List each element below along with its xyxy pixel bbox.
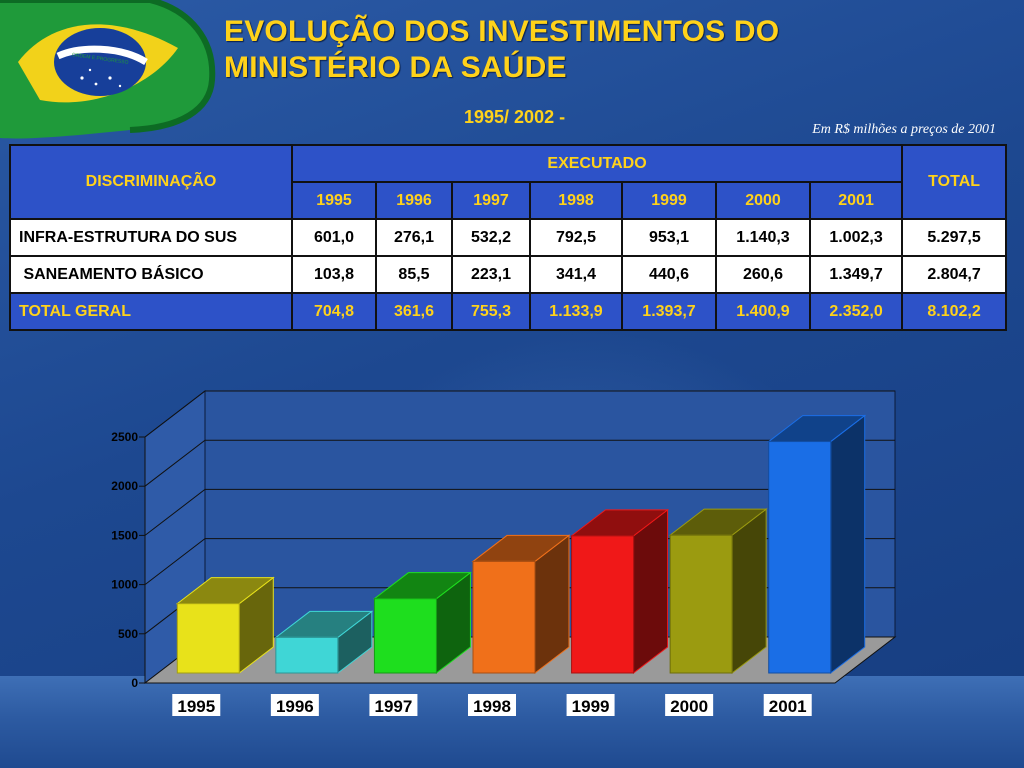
header-year: 1999 xyxy=(621,181,717,220)
bar xyxy=(669,534,733,674)
cell-value: 260,6 xyxy=(715,255,811,294)
table-row: SANEAMENTO BÁSICO 103,8 85,5 223,1 341,4… xyxy=(9,255,1008,294)
cell-value: 440,6 xyxy=(621,255,717,294)
cell-value: 1.393,7 xyxy=(621,292,717,331)
cell-value: 103,8 xyxy=(291,255,377,294)
cell-value: 2.352,0 xyxy=(808,292,904,331)
table-row: INFRA-ESTRUTURA DO SUS 601,0 276,1 532,2… xyxy=(9,218,1008,257)
cell-value: 276,1 xyxy=(375,218,453,257)
bottom-banner xyxy=(0,676,1024,768)
x-label-box xyxy=(270,694,319,716)
x-tick-label: 1999 xyxy=(572,697,610,716)
x-tick-label: 2000 xyxy=(670,697,708,716)
gridline xyxy=(144,488,895,536)
cell-value: 1.140,3 xyxy=(715,218,811,257)
bar xyxy=(472,560,536,674)
cell-value: 361,6 xyxy=(375,292,453,331)
title-line-1: EVOLUÇÃO DOS INVESTIMENTOS DO xyxy=(224,15,780,48)
row-label: SANEAMENTO BÁSICO xyxy=(9,255,293,294)
period-subtitle: 1995/ 2002 - xyxy=(464,107,566,127)
header-year: 1996 xyxy=(375,181,453,220)
cell-value: 1.400,9 xyxy=(715,292,811,331)
bar xyxy=(275,636,339,674)
cell-value: 755,3 xyxy=(451,292,531,331)
table-row-total: TOTAL GERAL 704,8 361,6 755,3 1.133,9 1.… xyxy=(9,292,1008,331)
title-line-2: MINISTÉRIO DA SAÚDE xyxy=(224,51,567,84)
brazil-flag-icon: ORDEM E PROGRESSO xyxy=(0,0,216,139)
cell-value: 704,8 xyxy=(291,292,377,331)
y-tick-label: 1000 xyxy=(111,578,138,592)
bar xyxy=(373,598,437,674)
cell-value: 85,5 xyxy=(375,255,453,294)
bar xyxy=(176,603,240,674)
x-label-box xyxy=(468,694,516,716)
header-year: 1998 xyxy=(529,181,623,220)
cell-value: 792,5 xyxy=(529,218,623,257)
row-label: TOTAL GERAL xyxy=(9,292,293,331)
x-tick-label: 1995 xyxy=(177,697,215,716)
header-year: 2001 xyxy=(808,181,904,220)
cell-value: 532,2 xyxy=(451,218,531,257)
header-year: 2000 xyxy=(715,181,811,220)
bar xyxy=(571,535,635,674)
cell-value: 601,0 xyxy=(291,218,377,257)
bar-side xyxy=(830,414,866,675)
cell-value: 223,1 xyxy=(451,255,531,294)
unit-note: Em R$ milhões a preços de 2001 xyxy=(812,122,996,137)
x-label-box xyxy=(172,694,221,716)
bar-side xyxy=(633,508,669,675)
header-executado: EXECUTADO xyxy=(290,144,904,183)
cell-value: 341,4 xyxy=(529,255,623,294)
y-tick-label: 1500 xyxy=(111,528,138,542)
x-label-box xyxy=(369,694,418,716)
x-tick-label: 1996 xyxy=(276,697,314,716)
x-label-box xyxy=(665,694,714,716)
page-title: EVOLUÇÃO DOS INVESTIMENTOS DO MINISTÉRIO… xyxy=(224,14,779,86)
header-total: TOTAL xyxy=(901,144,1008,220)
gridline xyxy=(144,390,895,438)
x-tick-label: 2001 xyxy=(769,697,807,716)
x-label-box xyxy=(763,694,812,716)
x-tick-label: 1998 xyxy=(473,697,511,716)
cell-value: 953,1 xyxy=(621,218,717,257)
header-year: 1997 xyxy=(451,181,531,220)
y-tick-label: 2000 xyxy=(111,479,138,493)
cell-value: 1.133,9 xyxy=(529,292,623,331)
header-year: 1995 xyxy=(291,181,377,220)
cell-value: 1.349,7 xyxy=(808,255,904,294)
x-tick-label: 1997 xyxy=(375,697,413,716)
header-discriminacao: DISCRIMINAÇÃO xyxy=(9,144,293,220)
gridline xyxy=(144,439,895,487)
y-tick-label: 0 xyxy=(131,676,138,690)
cell-total: 5.297,5 xyxy=(901,218,1008,257)
x-label-box xyxy=(566,694,615,716)
y-tick-label: 500 xyxy=(118,627,138,641)
cell-total: 8.102,2 xyxy=(901,292,1008,331)
bar-side xyxy=(731,508,767,675)
investment-table: DISCRIMINAÇÃO EXECUTADO TOTAL 1995 1996 … xyxy=(9,144,1008,331)
y-tick-label: 2500 xyxy=(111,430,138,444)
row-label: INFRA-ESTRUTURA DO SUS xyxy=(9,218,293,257)
cell-value: 1.002,3 xyxy=(808,218,904,257)
cell-total: 2.804,7 xyxy=(901,255,1008,294)
bar xyxy=(768,441,832,674)
